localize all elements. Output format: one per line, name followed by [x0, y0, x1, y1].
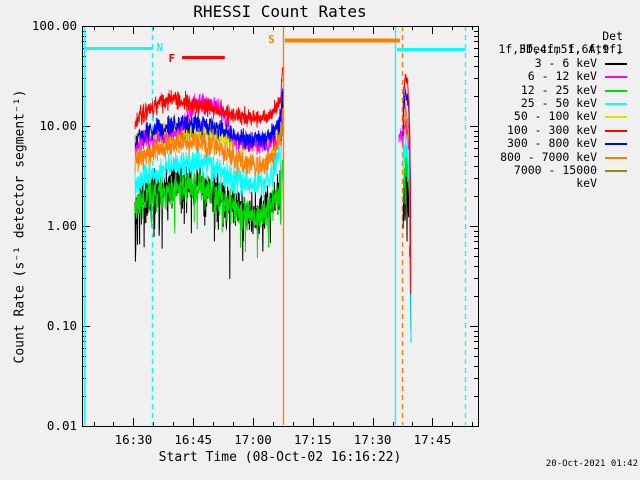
legend-decim-line: FDecim 1, Att 1 [519, 42, 623, 57]
flag-label-n: N [156, 41, 164, 55]
x-tick-label: 16:30 [114, 432, 153, 447]
legend-item: 100 - 300 keV [487, 122, 637, 137]
legend-label: 6 - 12 keV [527, 69, 597, 84]
legend-label: 25 - 50 keV [520, 95, 597, 110]
legend-swatch [605, 116, 627, 119]
legend-item: 50 - 100 keV [487, 110, 637, 123]
plot-timestamp: 20-Oct-2021 01:42 [545, 459, 638, 469]
legend-swatch [605, 76, 627, 79]
x-axis-title: Start Time (08-Oct-02 16:16:22) [158, 450, 402, 465]
x-tick-label: 17:00 [234, 432, 272, 447]
y-tick-label: 100.00 [31, 18, 77, 33]
y-tick-label: 0.01 [46, 418, 77, 433]
flag-label-s: S [268, 33, 275, 47]
legend-item: 12 - 25 keV [487, 82, 637, 97]
legend-label: 100 - 300 keV [506, 122, 597, 137]
legend-label: 3 - 6 keV [534, 55, 597, 70]
x-tick-label: 17:15 [294, 432, 332, 447]
legend-detector-line: Det 1f,3f,4f,5f,6f,9f, [498, 29, 623, 57]
legend-label: 7000 - 15000 keV [513, 162, 597, 191]
legend-item: 300 - 800 keV [487, 136, 637, 151]
legend-item: 3 - 6 keV [487, 55, 637, 70]
page-title: RHESSI Count Rates [193, 2, 367, 21]
legend-item: 25 - 50 keV [487, 95, 637, 110]
legend-label: 50 - 100 keV [513, 109, 597, 124]
legend: Det 1f,3f,4f,5f,6f,9f, FDecim 1, Att 1 3… [487, 29, 637, 190]
legend-swatch [605, 62, 627, 65]
legend-swatch [605, 89, 627, 92]
legend-label: 800 - 7000 keV [500, 149, 597, 164]
legend-item: 6 - 12 keV [487, 69, 637, 84]
legend-item: 800 - 7000 keV [487, 149, 637, 164]
legend-swatch [605, 143, 627, 146]
legend-swatch [605, 129, 627, 132]
x-tick-label: 17:30 [353, 432, 392, 447]
legend-label: 300 - 800 keV [506, 136, 597, 151]
y-tick-label: 1.00 [46, 218, 77, 233]
x-tick-label: 16:45 [174, 432, 213, 447]
legend-item: 7000 - 15000 keV [487, 163, 637, 190]
legend-swatch [605, 169, 627, 172]
y-tick-label: 0.10 [46, 318, 77, 333]
legend-swatch [605, 156, 627, 159]
legend-label: 12 - 25 keV [520, 82, 597, 97]
y-tick-label: 10.00 [39, 118, 77, 133]
flag-label-f: F [168, 51, 176, 65]
x-tick-label: 17:45 [413, 432, 452, 447]
legend-swatch [605, 102, 627, 105]
